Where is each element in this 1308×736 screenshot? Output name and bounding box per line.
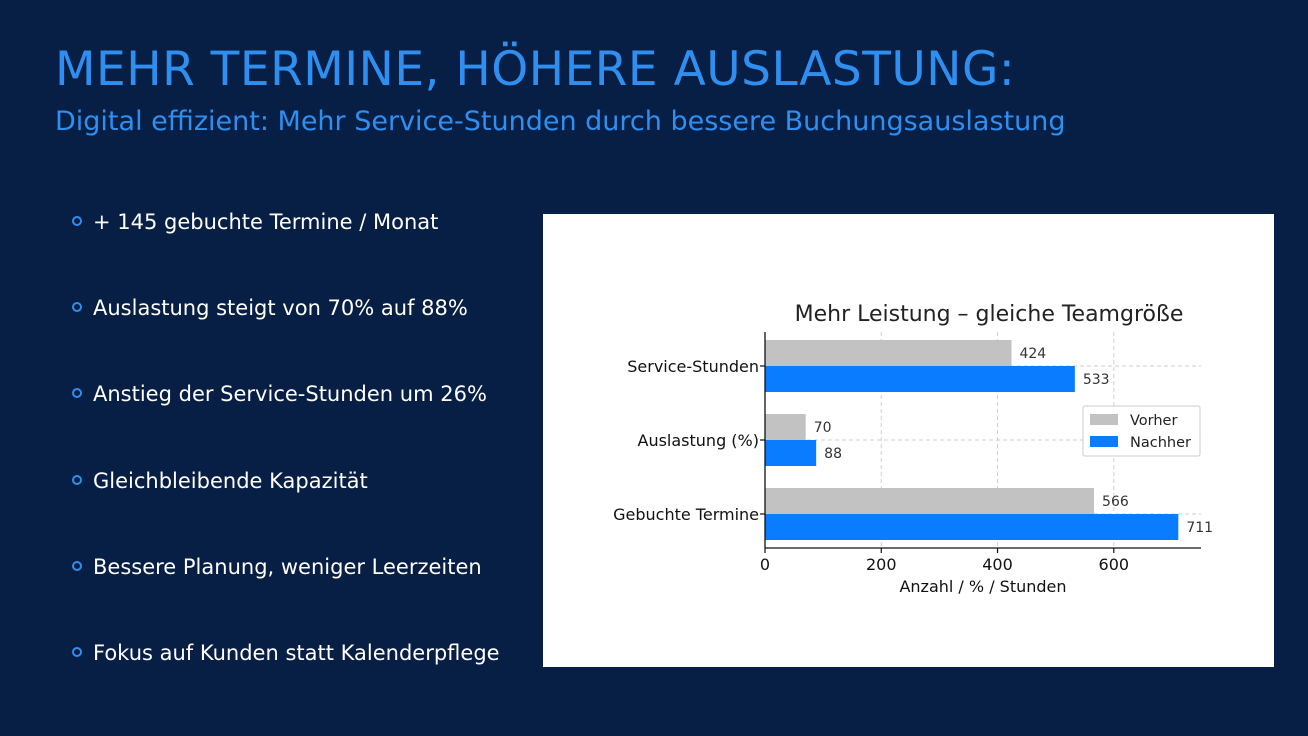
x-tick-label: 600 [1099, 555, 1130, 574]
bullet-text: Bessere Planung, weniger Leerzeiten [93, 554, 482, 579]
bullet-text: Gleichbleibende Kapazität [93, 468, 368, 493]
bar-value-label: 70 [814, 420, 832, 436]
circle-bullet-icon [72, 474, 82, 485]
category-label: Service-Stunden [627, 357, 759, 376]
category-label: Auslastung (%) [638, 431, 760, 450]
bullet-item: Bessere Planung, weniger Leerzeiten [72, 552, 500, 638]
category-label: Gebuchte Termine [613, 505, 759, 524]
bullet-item: Auslastung steigt von 70% auf 88% [72, 293, 500, 379]
bullet-text: Auslastung steigt von 70% auf 88% [93, 296, 468, 321]
bar-vorher [765, 340, 1012, 366]
legend-swatch [1090, 436, 1118, 447]
bullet-text: + 145 gebuchte Termine / Monat [93, 210, 439, 234]
bar-value-label: 88 [824, 446, 842, 462]
circle-bullet-icon [72, 302, 82, 313]
bullet-item: Anstieg der Service-Stunden um 26% [72, 379, 500, 465]
x-tick-label: 200 [866, 555, 897, 574]
bar-nachher [765, 440, 817, 466]
bar-nachher [765, 366, 1075, 392]
bar-vorher [765, 488, 1095, 514]
bar-value-label: 711 [1186, 520, 1213, 536]
chart-image: Mehr Leistung – gleiche Teamgröße 424 533 S… [543, 214, 1274, 667]
bullet-list: + 145 gebuchte Termine / Monat Auslastun… [72, 207, 500, 724]
bar-nachher [765, 514, 1179, 540]
circle-bullet-icon [72, 560, 82, 571]
legend-label: Vorher [1130, 413, 1177, 429]
bullet-item: + 145 gebuchte Termine / Monat [72, 207, 500, 293]
bullet-item: Gleichbleibende Kapazität [72, 466, 500, 552]
bar-value-label: 424 [1019, 346, 1046, 362]
bar-vorher [765, 414, 806, 440]
bar-chart: Mehr Leistung – gleiche Teamgröße 424 533 S… [613, 302, 1213, 596]
slide-subtitle: Digital effizient: Mehr Service-Stunden … [55, 106, 1066, 137]
bullet-text: Fokus auf Kunden statt Kalenderpflege [93, 640, 500, 665]
legend-swatch [1090, 414, 1118, 425]
bar-value-label: 533 [1083, 372, 1110, 388]
circle-bullet-icon [72, 388, 82, 399]
x-axis-label: Anzahl / % / Stunden [899, 577, 1066, 596]
x-tick-label: 0 [760, 555, 770, 574]
circle-bullet-icon [72, 216, 82, 226]
slide-title: MEHR TERMINE, HÖHERE AUSLASTUNG: [55, 42, 1016, 97]
chart-title: Mehr Leistung – gleiche Teamgröße [795, 302, 1184, 327]
x-tick-label: 400 [982, 555, 1013, 574]
legend-label: Nachher [1130, 435, 1191, 451]
circle-bullet-icon [72, 646, 82, 657]
bullet-item: Fokus auf Kunden statt Kalenderpflege [72, 638, 500, 724]
bullet-text: Anstieg der Service-Stunden um 26% [93, 382, 487, 407]
bar-value-label: 566 [1102, 494, 1129, 510]
